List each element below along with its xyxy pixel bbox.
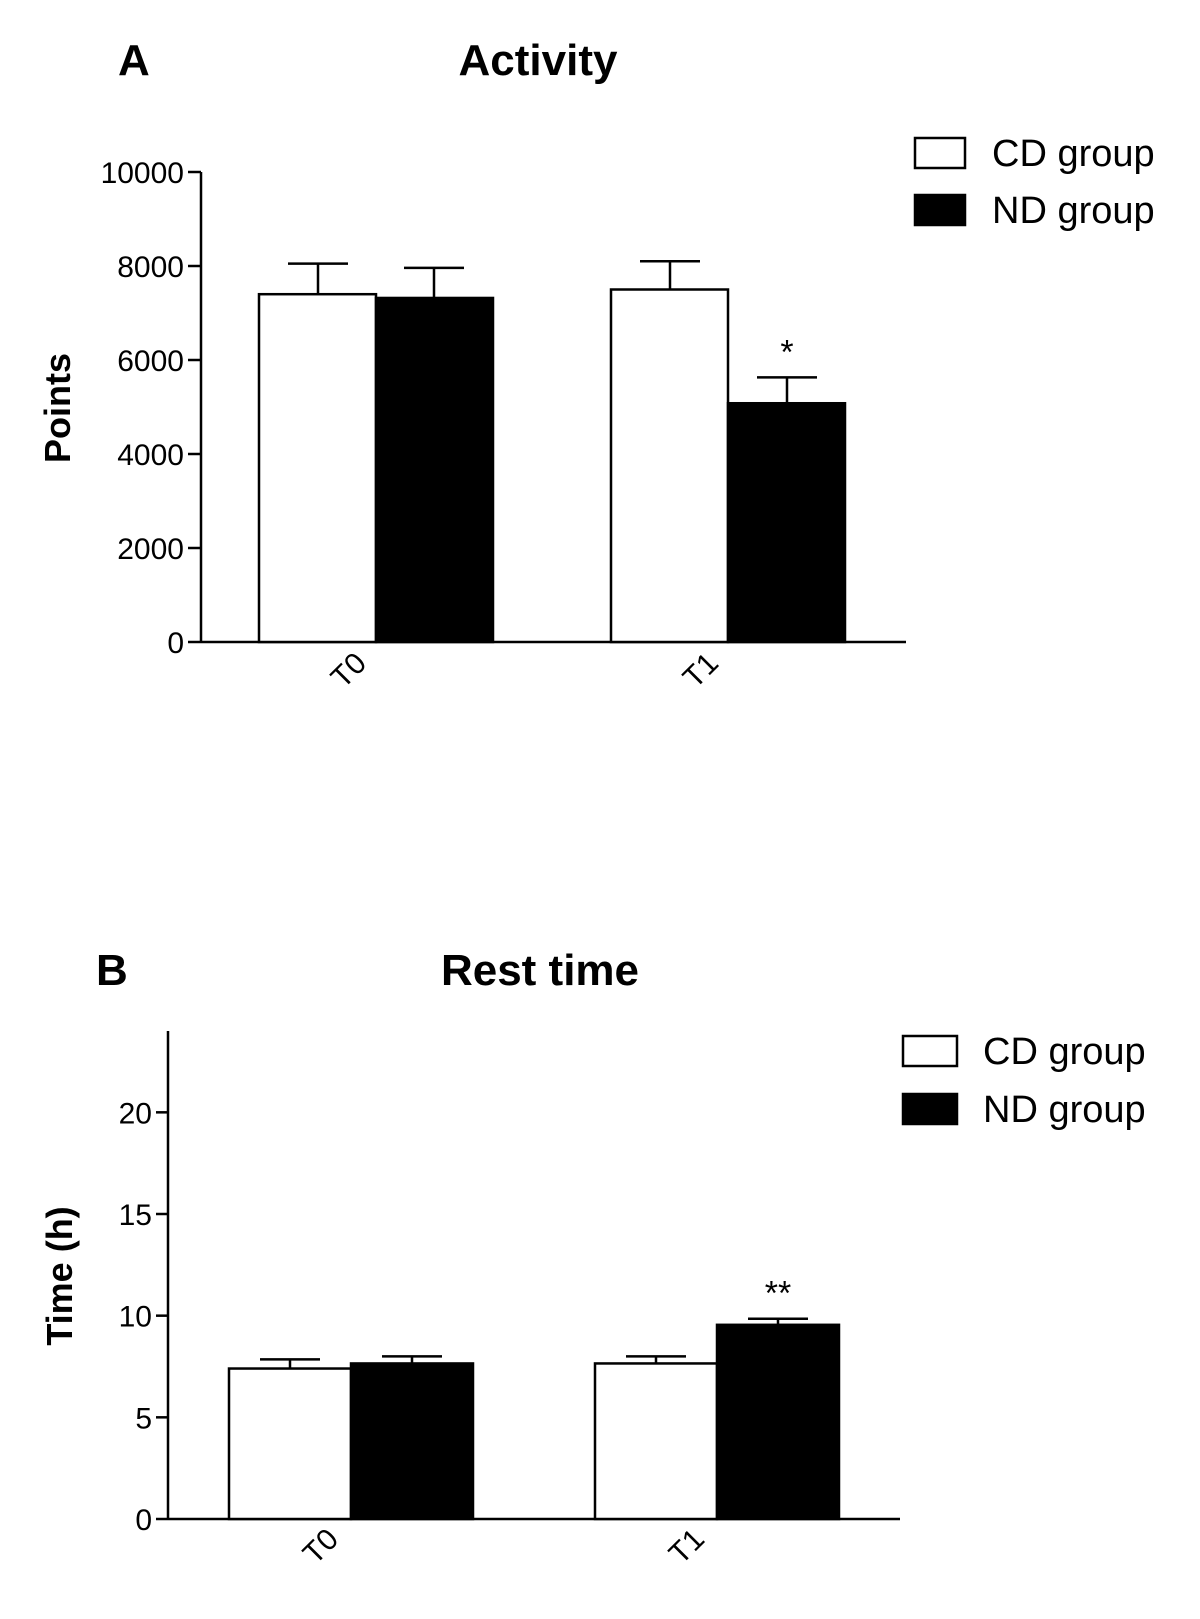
panel-b-legend-label-cd: CD group <box>983 1031 1146 1073</box>
panel-a-legend-swatch-cd <box>913 136 967 170</box>
panel-a-title: Activity <box>459 36 618 85</box>
panel-a-y-tick-label-10000: 10000 <box>101 157 184 190</box>
panel-a-error-bar-cd-t1 <box>640 260 700 290</box>
panel-b-y-tick-label-0: 0 <box>135 1504 152 1537</box>
panel-b-y-axis-label: Time (h) <box>39 1206 80 1345</box>
panel-b-significance-marker: ** <box>765 1275 791 1313</box>
panel-b-bar-cd-t1 <box>593 1362 719 1521</box>
panel-a-y-ticks: 0 2000 4000 6000 8000 10000 <box>101 157 201 660</box>
panel-b-y-ticks: 0 5 10 15 20 <box>119 1097 168 1537</box>
panel-a-legend-swatch-nd <box>913 193 967 227</box>
panel-a-legend: CD group ND group <box>913 133 1155 232</box>
panel-a-bar-cd-t1 <box>609 288 730 644</box>
panel-b-bars <box>227 1323 841 1521</box>
panel-a-y-tick-label-4000: 4000 <box>117 439 184 472</box>
panel-a-legend-label-cd: CD group <box>992 133 1155 175</box>
panel-a-x-tick-label-t1: T1 <box>677 647 725 695</box>
panel-b-rest-time: B Rest time Time (h) CD group ND group 0… <box>39 946 1146 1571</box>
panel-a-error-bar-cd-t0 <box>288 262 348 295</box>
panel-a-bar-nd-t1 <box>726 401 847 644</box>
panel-b-y-tick-label-10: 10 <box>119 1301 152 1334</box>
panel-b-bar-cd-t0 <box>227 1367 353 1521</box>
panel-a-error-bar-nd-t0 <box>404 266 464 298</box>
panel-a-y-tick-label-2000: 2000 <box>117 533 184 566</box>
panel-a-error-bar-nd-t1 <box>757 376 817 404</box>
panel-b-y-tick-label-15: 15 <box>119 1199 152 1232</box>
panel-b-title: Rest time <box>441 946 639 995</box>
panel-b-error-bar-cd-t0 <box>260 1358 320 1369</box>
panel-b-x-tick-label-t1: T1 <box>663 1523 711 1571</box>
panel-a-y-tick-label-0: 0 <box>167 627 184 660</box>
panel-a-bar-cd-t0 <box>257 292 378 644</box>
panel-a-activity: A Activity Points CD group ND group 0 20… <box>37 36 1155 695</box>
panel-b-y-tick-label-20: 20 <box>119 1097 152 1130</box>
panel-a-bars <box>257 288 847 644</box>
panel-b-y-tick-label-5: 5 <box>135 1402 152 1435</box>
panel-b-x-tick-label-t0: T0 <box>297 1523 345 1571</box>
panel-a-x-tick-label-t0: T0 <box>325 647 373 695</box>
panel-b-error-bars <box>260 1317 808 1369</box>
panel-a-letter: A <box>118 36 150 85</box>
panel-b-bar-nd-t0 <box>349 1362 475 1521</box>
panel-b-legend-swatch-nd <box>901 1092 959 1126</box>
panel-a-y-axis-label: Points <box>37 353 78 463</box>
panel-a-bar-nd-t0 <box>374 296 495 644</box>
panel-a-significance-marker: * <box>780 333 793 371</box>
panel-a-legend-label-nd: ND group <box>992 190 1155 232</box>
panel-b-bar-nd-t1 <box>715 1323 841 1521</box>
panel-b-letter: B <box>96 946 128 995</box>
panel-b-legend-swatch-cd <box>901 1034 959 1068</box>
panel-b-legend: CD group ND group <box>901 1031 1146 1131</box>
panel-a-error-bars <box>288 260 817 404</box>
panel-a-y-tick-label-6000: 6000 <box>117 345 184 378</box>
panel-b-legend-label-nd: ND group <box>983 1089 1146 1131</box>
panel-a-y-tick-label-8000: 8000 <box>117 251 184 284</box>
